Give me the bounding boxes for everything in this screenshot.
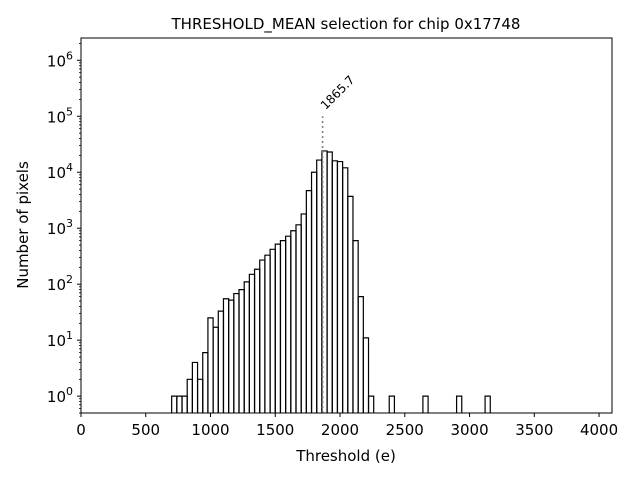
plot-area: 1865.7 [171, 73, 491, 413]
histogram-bin-4 [191, 361, 199, 413]
y-tick-label: 106 [47, 49, 73, 70]
chart-title: THRESHOLD_MEAN selection for chip 0x1774… [171, 15, 521, 34]
histogram-bin-0 [171, 395, 178, 413]
histogram-bin-40 [422, 395, 429, 413]
x-axis: 0 500 1000 1500 2000 2500 3000 3500 4000 [76, 413, 618, 439]
histogram-bin-21 [279, 240, 287, 413]
y-axis: 100 101 102 103 104 105 106 [47, 43, 81, 414]
x-tick-label: 4000 [580, 421, 618, 439]
histogram-bin-20 [274, 243, 282, 413]
histogram-bin-14 [243, 281, 250, 413]
histogram-bin-37 [362, 337, 370, 413]
histogram-bin-5 [196, 378, 204, 413]
histogram-bin-9 [217, 310, 225, 413]
histogram-bin-32 [336, 160, 344, 413]
histogram-bin-33 [342, 167, 349, 413]
histogram-bin-42 [484, 395, 491, 413]
y-tick-label: 101 [47, 329, 73, 350]
histogram-bin-11 [228, 299, 235, 413]
histogram-bin-19 [269, 248, 276, 413]
histogram-bin-41 [455, 395, 463, 413]
y-tick-label: 103 [47, 217, 73, 238]
histogram-bin-12 [233, 292, 240, 413]
histogram-bin-27 [310, 171, 318, 413]
y-tick-label: 100 [47, 385, 73, 406]
histogram-bin-25 [300, 213, 307, 413]
histogram-bin-23 [290, 230, 297, 413]
y-tick-label: 105 [47, 105, 73, 126]
histogram-bin-36 [357, 296, 364, 413]
histogram-bin-39 [388, 395, 396, 413]
histogram-bin-28 [316, 159, 323, 413]
histogram-bin-16 [253, 268, 261, 413]
x-tick-label: 1500 [256, 421, 294, 439]
histogram-bin-8 [212, 326, 219, 413]
histogram-bin-18 [264, 254, 271, 413]
histogram-bin-31 [331, 160, 339, 413]
histogram-bin-13 [238, 289, 245, 413]
histogram-bin-17 [259, 259, 266, 413]
histogram-bin-24 [295, 224, 302, 413]
histogram-bin-26 [305, 189, 313, 413]
y-axis-label: Number of pixels [14, 161, 32, 289]
histogram-bin-15 [248, 273, 256, 413]
x-tick-label: 3500 [515, 421, 553, 439]
selection-marker-label: 1865.7 [318, 73, 358, 113]
histogram-bin-6 [202, 351, 209, 413]
x-tick-label: 2000 [321, 421, 359, 439]
x-tick-label: 1000 [191, 421, 229, 439]
plot-frame [80, 37, 613, 414]
y-tick-label: 104 [47, 161, 73, 182]
x-tick-label: 3000 [450, 421, 488, 439]
histogram-bin-2 [181, 395, 188, 413]
histogram-bin-38 [367, 395, 375, 413]
histogram-bin-22 [285, 235, 292, 413]
x-axis-label: Threshold (e) [295, 447, 396, 465]
histogram-bin-30 [326, 151, 333, 413]
histogram-bin-3 [186, 378, 193, 413]
histogram-bin-7 [207, 317, 214, 413]
histogram-bin-35 [352, 240, 359, 413]
histogram-bin-10 [222, 298, 230, 413]
y-tick-label: 102 [47, 273, 73, 294]
x-tick-label: 500 [131, 421, 160, 439]
histogram-bin-34 [347, 195, 354, 413]
x-tick-label: 0 [76, 421, 86, 439]
x-tick-label: 2500 [386, 421, 424, 439]
histogram-bin-1 [176, 395, 183, 413]
